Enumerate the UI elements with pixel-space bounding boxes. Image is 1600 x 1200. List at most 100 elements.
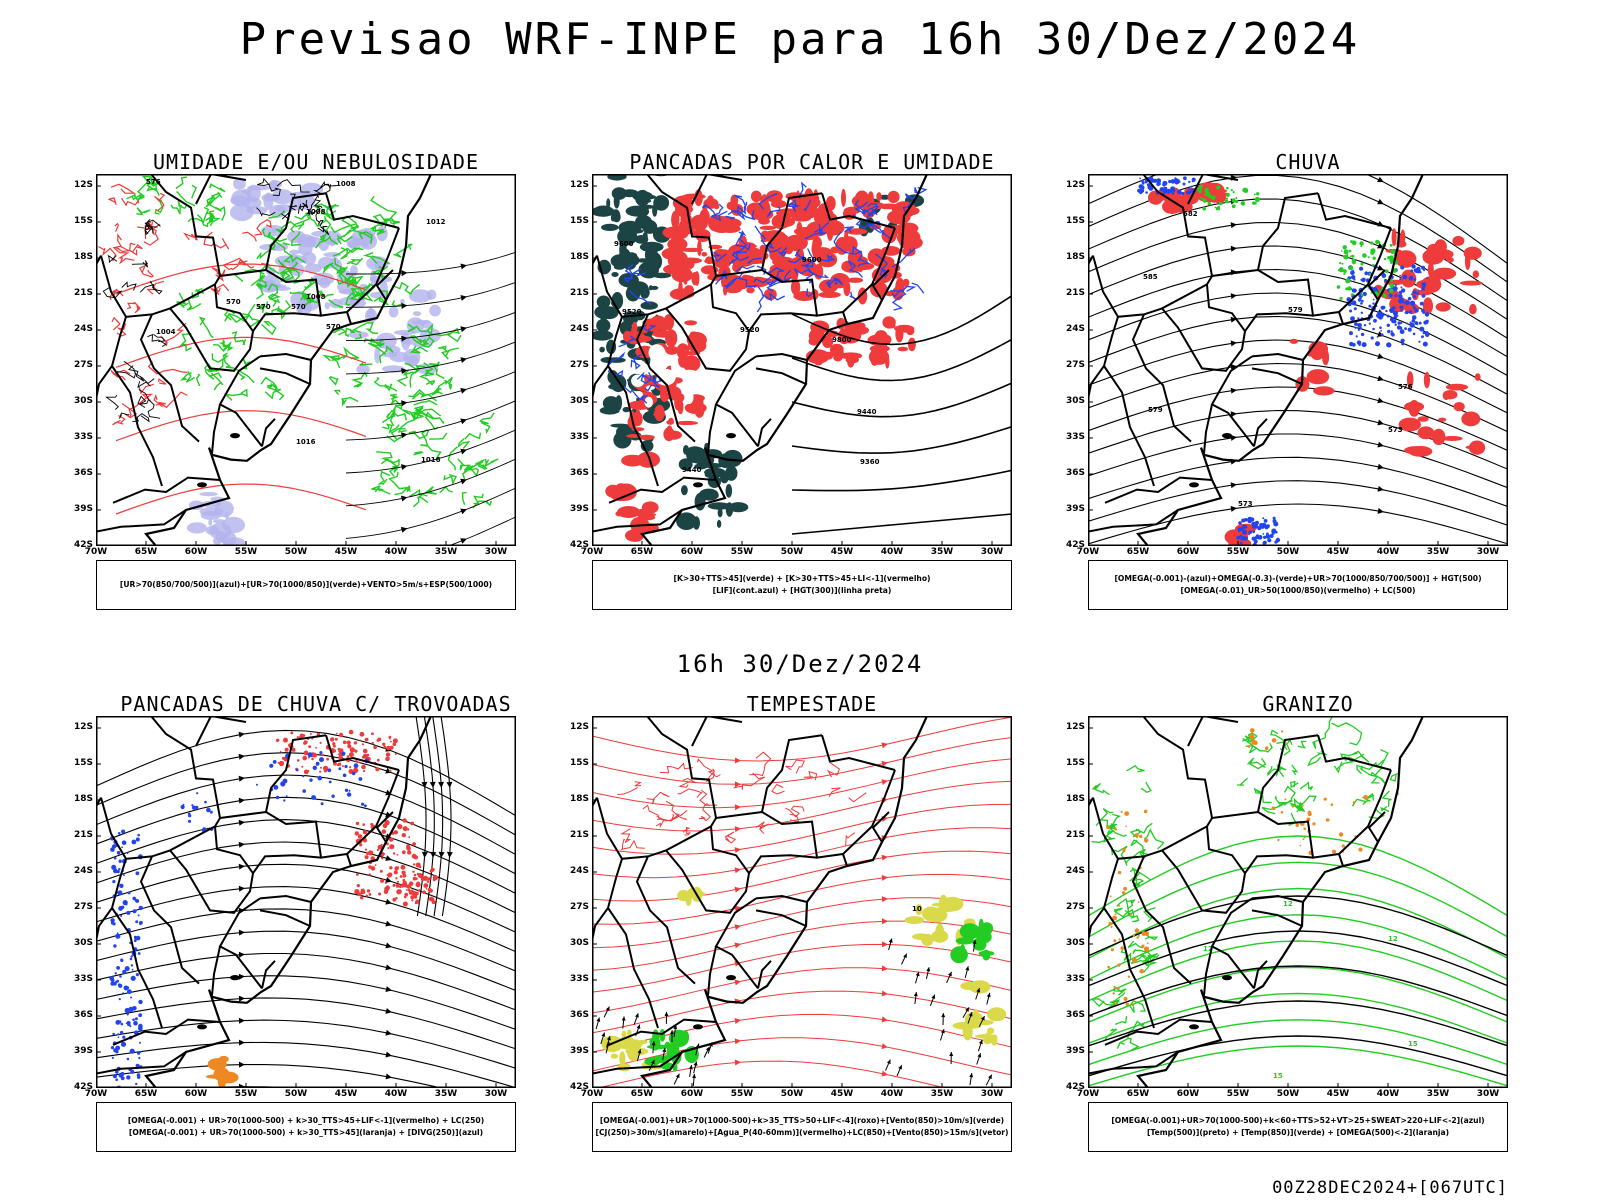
- political-border-9: [748, 312, 818, 332]
- map-frame[interactable]: 12S 15S 18S 21S 24S 27S 30S 33S 36S 39S 42S 70W 65W 6…: [1066, 716, 1508, 1099]
- scatter-cell: [1261, 522, 1267, 528]
- contour-fragment: [1130, 953, 1150, 973]
- contour-fragment: [412, 407, 428, 420]
- scatter-cell: [1368, 304, 1372, 308]
- contour-fragment: [308, 208, 318, 217]
- shaded-area: [634, 235, 649, 244]
- scatter-cell: [127, 989, 132, 995]
- scatter-cell: [393, 830, 398, 835]
- contour-fragment: [1092, 782, 1110, 795]
- map-frame[interactable]: 12S 15S 18S 21S 24S 27S 30S 33S 36S 39S 42S 70W 65W 6…: [570, 716, 1012, 1099]
- latitude-tick-label: 30S: [73, 938, 93, 948]
- flow-arrowhead: [1377, 353, 1384, 359]
- scatter-cell: [1394, 295, 1397, 298]
- legend-caption-line: [LIF](cont.azul) + [HGT(300)](linha pret…: [712, 586, 892, 595]
- latitude-tick-label: 18S: [1065, 794, 1085, 804]
- contour-fragment: [144, 226, 154, 236]
- scatter-cell: [302, 734, 306, 737]
- wind-vector: [595, 1017, 601, 1030]
- scatter-cell: [1177, 190, 1182, 195]
- scatter-cell: [1363, 324, 1367, 327]
- contour-fragment: [845, 832, 856, 847]
- shaded-area: [374, 346, 381, 364]
- shaded-area: [429, 304, 441, 317]
- map-frame[interactable]: 12S 15S 18S 21S 24S 27S 30S 33S 36S 39S 42S 70W 65W 6…: [74, 716, 516, 1099]
- scatter-cell: [1122, 849, 1126, 853]
- scatter-cell: [1419, 326, 1425, 332]
- forecast-time-label: 16h 30/Dez/2024: [676, 650, 924, 678]
- scatter-cell: [1241, 518, 1246, 523]
- wind-vector: [946, 971, 952, 984]
- contour-fragment: [902, 201, 912, 215]
- contour-fragment: [132, 244, 143, 253]
- flow-arrowhead: [881, 918, 888, 925]
- flow-arrowhead: [401, 335, 408, 342]
- contour-fragment: [408, 389, 438, 402]
- latitude-tick-label: 24S: [1065, 324, 1085, 334]
- political-border-6: [261, 418, 276, 447]
- shaded-area: [594, 205, 613, 216]
- scatter-cell: [1177, 179, 1180, 182]
- scatter-cell: [1252, 530, 1256, 534]
- scatter-cell: [272, 760, 277, 764]
- contour-fragment: [147, 361, 188, 375]
- scatter-cell: [1380, 333, 1384, 336]
- political-border-19: [1088, 1051, 1179, 1075]
- shaded-area: [770, 199, 787, 209]
- shaded-area: [229, 203, 254, 222]
- scatter-cell: [1301, 804, 1304, 807]
- scatter-cell: [389, 866, 393, 870]
- scatter-cell: [359, 843, 363, 847]
- political-border-9: [252, 854, 322, 874]
- contour-fragment: [109, 288, 124, 301]
- map-border: [96, 716, 516, 1088]
- shaded-area: [406, 355, 419, 366]
- scatter-cell: [358, 892, 360, 894]
- contour-fragment: [289, 290, 323, 304]
- shaded-area: [328, 238, 337, 247]
- scatter-cell: [400, 884, 404, 888]
- scatter-cell: [296, 736, 299, 739]
- scatter-cell: [135, 973, 139, 977]
- scatter-cell: [1243, 188, 1249, 193]
- political-border-5: [1088, 858, 1119, 981]
- wind-streamline: [345, 458, 516, 507]
- contour-fragment: [737, 201, 748, 221]
- flow-arrowhead: [446, 781, 453, 788]
- jet-streamline: [96, 819, 516, 895]
- shaded-area: [776, 208, 800, 218]
- scatter-cell: [371, 732, 374, 736]
- map-frame[interactable]: 12S 15S 18S 21S 24S 27S 30S 33S 36S 39S 42S 70W 65W 6…: [74, 174, 516, 557]
- scatter-cell: [1411, 315, 1417, 320]
- scatter-cell: [1138, 934, 1140, 937]
- contour-fragment: [267, 283, 279, 300]
- latitude-axis: 12S 15S 18S 21S 24S 27S 30S 33S 36S 39S 42S: [66, 716, 93, 1092]
- map-frame[interactable]: 12S 15S 18S 21S 24S 27S 30S 33S 36S 39S 42S 70W 65W 6…: [1066, 174, 1508, 557]
- scatter-cell: [133, 1020, 138, 1026]
- scatter-cell: [1182, 182, 1186, 186]
- scatter-cell: [332, 744, 336, 748]
- contour-fragment: [1368, 809, 1386, 819]
- scatter-cell: [135, 1082, 138, 1086]
- contour-fragment: [733, 772, 766, 790]
- scatter-cell: [307, 770, 310, 773]
- shaded-area: [602, 396, 620, 411]
- contour-fragment: [334, 258, 349, 273]
- legend-caption-line: [OMEGA(-0.001)+UR>70(1000-500)+k<60+TTS>…: [1111, 1116, 1485, 1125]
- scatter-cell: [1156, 178, 1162, 184]
- scatter-cell: [121, 840, 127, 845]
- scatter-cell: [389, 837, 394, 842]
- scatter-cell: [390, 740, 392, 743]
- scatter-cell: [413, 855, 418, 860]
- map-frame[interactable]: 12S 15S 18S 21S 24S 27S 30S 33S 36S 39S 42S 70W 65W 6…: [570, 174, 1012, 557]
- shaded-area: [716, 519, 722, 528]
- wind-streamline: [345, 487, 516, 539]
- scatter-cell: [180, 804, 185, 810]
- scatter-cell: [1408, 310, 1413, 314]
- flow-arrowhead: [734, 979, 741, 986]
- scatter-cell: [1345, 278, 1351, 284]
- contour-fragment: [272, 187, 281, 196]
- shaded-area: [1406, 371, 1414, 389]
- contour-fragment: [110, 369, 131, 381]
